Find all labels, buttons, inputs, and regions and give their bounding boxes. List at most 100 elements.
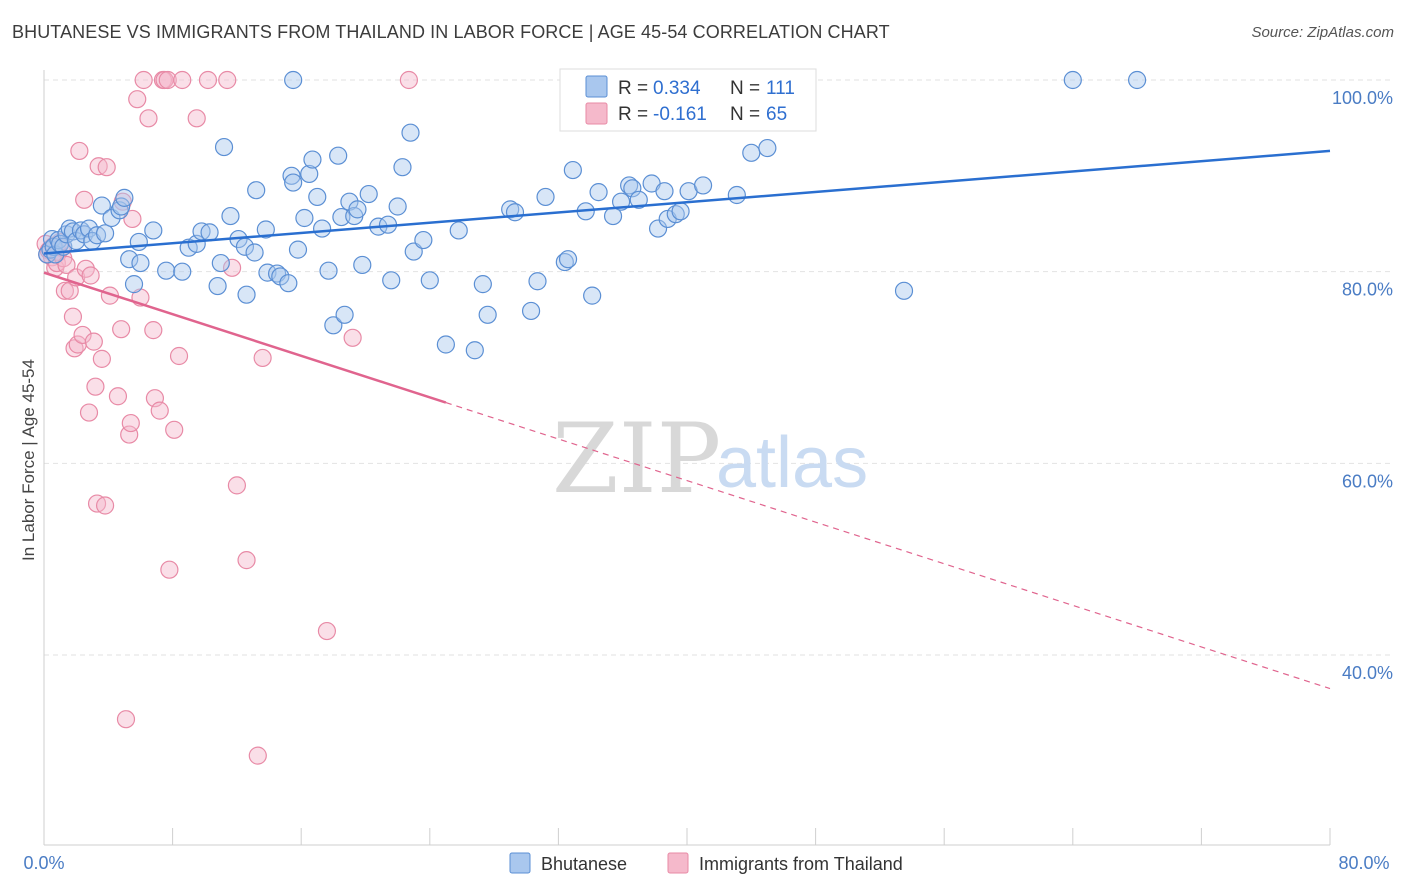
pink-point-37 — [120, 425, 139, 444]
blue-point-101 — [671, 202, 690, 221]
pink-point-36 — [116, 710, 136, 729]
x-ticks — [43, 828, 1331, 845]
y-tick-labels: 100.0% 80.0% 60.0% 40.0% — [1332, 88, 1393, 683]
legend-swatch-blue — [585, 75, 608, 98]
legend-r-value-blue: 0.334 — [653, 78, 701, 99]
pink-point-52 — [169, 346, 189, 366]
pink-point-34 — [112, 320, 131, 339]
pink-point-25 — [84, 332, 103, 351]
blue-point-35 — [211, 253, 230, 273]
blue-point-79 — [478, 305, 497, 324]
y-tick-label-100: 100.0% — [1332, 88, 1393, 108]
blue-point-25 — [124, 275, 144, 294]
bottom-legend-swatch-blue — [509, 852, 531, 874]
pink-point-38 — [121, 413, 140, 433]
blue-point-55 — [312, 219, 332, 238]
pink-point-58 — [227, 476, 246, 495]
y-tick-label-60: 60.0% — [1342, 471, 1393, 491]
blue-point-23 — [120, 250, 139, 269]
blue-point-42 — [247, 181, 266, 200]
blue-point-51 — [295, 208, 314, 228]
pink-point-64 — [399, 70, 419, 90]
blue-point-65 — [359, 184, 378, 204]
blue-point-49 — [284, 173, 303, 192]
pink-point-31 — [97, 158, 116, 177]
blue-point-47 — [279, 274, 298, 293]
blue-point-26 — [129, 232, 148, 252]
bottom-legend-label-pink: Immigrants from Thailand — [699, 854, 903, 874]
blue-point-78 — [473, 275, 492, 294]
blue-point-81 — [505, 203, 525, 222]
blue-point-87 — [563, 160, 582, 180]
pink-point-43 — [139, 109, 158, 128]
blue-point-105 — [742, 143, 761, 162]
blue-point-56 — [319, 261, 338, 280]
blue-point-74 — [420, 271, 439, 290]
watermark: ZIP atlas — [552, 403, 868, 515]
pink-point-42 — [134, 70, 153, 90]
blue-point-77 — [465, 341, 484, 360]
pink-point-15 — [63, 307, 83, 326]
blue-point-29 — [173, 262, 192, 281]
legend-n-label-pink: N = — [730, 104, 760, 125]
blue-point-40 — [237, 285, 256, 304]
pink-point-63 — [343, 328, 362, 347]
chart-title: BHUTANESE VS IMMIGRANTS FROM THAILAND IN… — [12, 22, 890, 42]
pink-point-56 — [218, 70, 237, 90]
pink-point-29 — [92, 349, 111, 368]
pink-point-49 — [158, 70, 177, 90]
pink-point-50 — [160, 560, 179, 579]
blue-point-70 — [393, 158, 412, 177]
y-axis-title: In Labor Force | Age 45-54 — [19, 359, 38, 561]
blue-point-73 — [414, 230, 433, 250]
blue-point-107 — [894, 281, 914, 300]
x-tick-label-min: 0.0% — [23, 853, 64, 873]
x-tick-label-max: 80.0% — [1338, 853, 1389, 873]
legend-n-value-blue: 111 — [766, 78, 795, 99]
trend-lines — [43, 149, 1331, 690]
legend-n-label-blue: N = — [730, 78, 760, 99]
legend-r-label-blue: R = — [618, 78, 648, 99]
watermark-zip: ZIP — [552, 403, 721, 515]
blue-point-85 — [555, 252, 574, 272]
legend-swatch-pink — [585, 102, 608, 125]
pink-point-54 — [187, 109, 206, 128]
blue-point-63 — [348, 200, 367, 219]
pink-trend-line-dashed — [445, 402, 1331, 690]
watermark-atlas: atlas — [716, 423, 868, 503]
pink-point-12 — [55, 281, 74, 300]
source-label: Source: ZipAtlas.com — [1251, 24, 1394, 41]
pink-point-30 — [95, 496, 115, 515]
blue-point-64 — [353, 255, 372, 275]
pink-point-24 — [81, 266, 100, 285]
pink-point-62 — [317, 621, 337, 641]
pink-point-33 — [108, 387, 128, 406]
pink-point-51 — [165, 420, 184, 439]
blue-point-58 — [329, 146, 348, 165]
blue-point-24 — [131, 253, 150, 273]
legend-r-label-pink: R = — [618, 104, 648, 125]
pink-point-61 — [253, 348, 272, 368]
y-tick-label-40: 40.0% — [1342, 663, 1393, 683]
blue-point-75 — [436, 335, 455, 354]
blue-point-86 — [558, 250, 578, 269]
bottom-legend-swatch-pink — [667, 852, 689, 874]
pink-point-26 — [86, 377, 105, 396]
blue-point-76 — [449, 221, 468, 240]
blue-point-106 — [758, 138, 777, 158]
legend-r-value-pink: -0.161 — [653, 104, 707, 125]
legend-n-value-pink: 65 — [766, 104, 787, 125]
blue-point-33 — [200, 223, 219, 242]
pink-point-59 — [237, 551, 256, 570]
blue-point-89 — [583, 286, 602, 305]
pink-point-55 — [198, 70, 218, 90]
blue-point-37 — [221, 206, 240, 226]
blue-point-83 — [528, 272, 547, 291]
pink-point-39 — [123, 209, 142, 229]
blue-point-94 — [623, 179, 642, 198]
blue-point-36 — [214, 137, 234, 157]
blue-point-68 — [382, 271, 401, 290]
bottom-legend-label-blue: Bhutanese — [541, 854, 627, 874]
series-legend: Bhutanese Immigrants from Thailand — [509, 852, 903, 874]
blue-point-18 — [95, 224, 115, 243]
